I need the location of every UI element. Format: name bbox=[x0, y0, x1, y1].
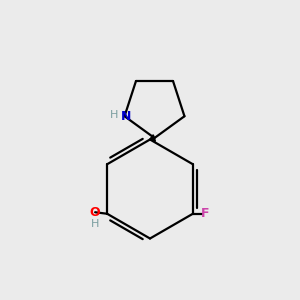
Text: N: N bbox=[121, 110, 131, 123]
Text: H: H bbox=[91, 219, 99, 229]
Text: F: F bbox=[201, 207, 210, 220]
Text: H: H bbox=[110, 110, 118, 120]
Text: O: O bbox=[90, 206, 101, 219]
